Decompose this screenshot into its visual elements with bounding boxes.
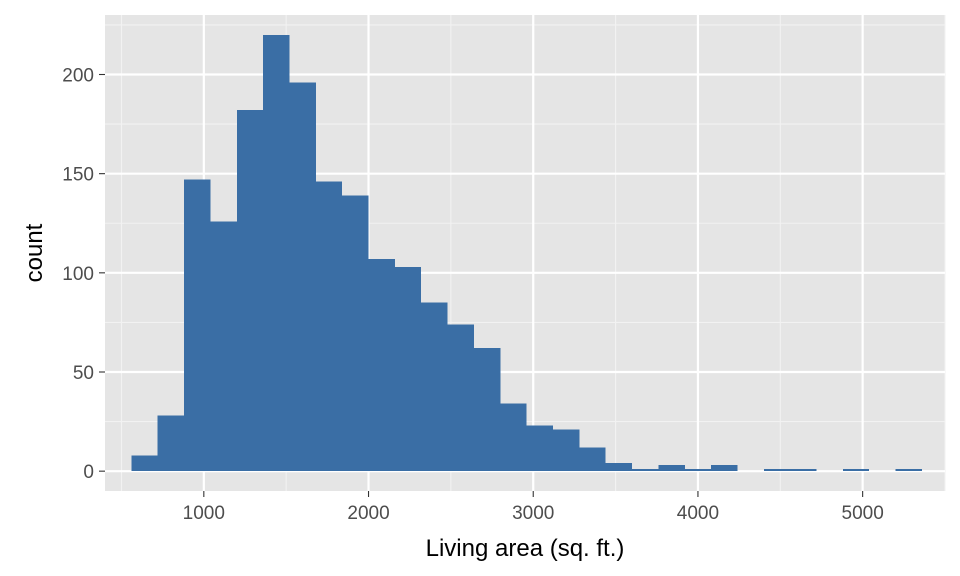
x-axis-ticks: 1000 2000 3000 4000 5000: [183, 491, 884, 524]
histogram-bar: [684, 469, 712, 472]
x-tick-label: 3000: [512, 503, 554, 524]
y-tick-label: 150: [62, 165, 94, 186]
histogram-bar: [315, 181, 343, 472]
histogram-bar: [421, 302, 448, 472]
y-tick-label: 50: [73, 363, 94, 384]
histogram-bar: [184, 179, 211, 472]
histogram-bar: [579, 447, 606, 472]
histogram-bar: [368, 258, 395, 472]
histogram-bar: [895, 469, 922, 472]
histogram-bar: [553, 429, 580, 472]
histogram-bar: [210, 221, 237, 472]
y-axis-title: count: [21, 223, 48, 282]
histogram-bar: [605, 463, 633, 472]
histogram-bar: [711, 465, 738, 472]
y-tick-label: 200: [62, 66, 94, 87]
histogram-bar: [473, 348, 501, 472]
histogram-bar: [157, 415, 185, 472]
histogram-bar: [342, 195, 369, 472]
y-axis-ticks: 0 50 100 150 200: [62, 66, 105, 483]
y-tick-label: 100: [62, 264, 94, 285]
x-tick-label: 2000: [347, 503, 389, 524]
histogram-bar: [236, 110, 264, 472]
histogram-bar: [263, 34, 290, 472]
histogram-bar: [763, 469, 791, 472]
histogram-bar: [500, 403, 527, 472]
histogram-bars: [131, 34, 922, 472]
y-tick-label: 0: [83, 462, 94, 483]
x-tick-label: 1000: [183, 503, 225, 524]
histogram-bar: [526, 425, 553, 472]
x-tick-label: 4000: [677, 503, 719, 524]
histogram-bar: [632, 469, 659, 472]
histogram-bar: [289, 82, 316, 472]
x-tick-label: 5000: [842, 503, 884, 524]
histogram-bar: [790, 469, 817, 472]
histogram-bar: [658, 465, 685, 472]
histogram-bar: [131, 455, 158, 472]
histogram-bar: [447, 324, 474, 472]
histogram-bar: [394, 266, 422, 472]
histogram-bar: [842, 469, 870, 472]
x-axis-title: Living area (sq. ft.): [426, 535, 625, 562]
